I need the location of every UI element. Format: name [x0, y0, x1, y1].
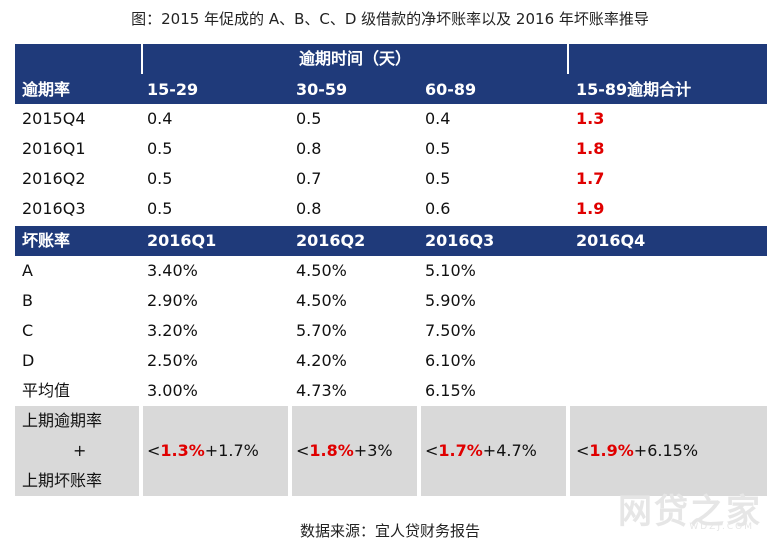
badrate-col-header: 2016Q1 [147, 231, 217, 250]
footer-label: 上期坏账率 [22, 471, 103, 490]
badrate-header-band [15, 226, 767, 256]
table-cell: 0.5 [147, 139, 173, 158]
row-label: 2016Q2 [22, 169, 86, 188]
table-cell: 0.5 [296, 109, 322, 128]
overdue-col-header: 60-89 [425, 80, 477, 99]
badrate-col-header: 坏账率 [22, 231, 71, 250]
figure-title: 图：2015 年促成的 A、B、C、D 级借款的净坏账率以及 2016 年坏账率… [131, 10, 649, 28]
total-cell: 1.9 [576, 199, 605, 218]
footer-cell [421, 406, 566, 496]
watermark-logo: 网贷之家 [618, 492, 762, 532]
overdue-col-header: 15-29 [147, 80, 199, 99]
footer-cell [570, 406, 767, 496]
table-cell: 0.6 [425, 199, 451, 218]
table-cell: 7.50% [425, 321, 476, 340]
row-label: 2016Q3 [22, 199, 86, 218]
table-cell: 5.70% [296, 321, 347, 340]
table-cell: 4.50% [296, 291, 347, 310]
table-cell: 0.8 [296, 139, 322, 158]
lt-sign: < [296, 441, 310, 460]
footer-formula: <1.9%+6.15% [576, 441, 698, 461]
footer-formula: <1.7%+4.7% [425, 441, 537, 461]
table-cell: 0.5 [425, 139, 451, 158]
lt-sign: < [425, 441, 439, 460]
table-cell: 5.10% [425, 261, 476, 280]
overdue-col-header: 30-59 [296, 80, 348, 99]
table-cell: 0.5 [425, 169, 451, 188]
row-label: B [22, 291, 33, 310]
footer-label: 上期逾期率 [22, 411, 103, 430]
table-cell: 3.20% [147, 321, 198, 340]
total-cell: 1.7 [576, 169, 605, 188]
table-cell: 0.5 [147, 169, 173, 188]
formula-rest: +1.7% [204, 441, 259, 460]
formula-highlight: 1.7% [438, 441, 483, 460]
table-cell: 3.40% [147, 261, 198, 280]
table-cell: 6.15% [425, 381, 476, 400]
footer-cell [143, 406, 288, 496]
overdue-col-header: 15-89逾期合计 [576, 80, 692, 99]
table-cell: 3.00% [147, 381, 198, 400]
row-label: D [22, 351, 35, 370]
row-label: 2015Q4 [22, 109, 86, 128]
source-note: 数据来源：宜人贷财务报告 [299, 522, 480, 540]
formula-highlight: 1.8% [309, 441, 354, 460]
lt-sign: < [576, 441, 590, 460]
total-cell: 1.8 [576, 139, 605, 158]
row-label: 2016Q1 [22, 139, 86, 158]
table-cell: 0.4 [147, 109, 173, 128]
row-label: 平均值 [22, 381, 71, 400]
badrate-col-header: 2016Q2 [296, 231, 366, 250]
formula-rest: +4.7% [482, 441, 537, 460]
table-cell: 0.8 [296, 199, 322, 218]
footer-formula: <1.8%+3% [296, 441, 393, 461]
footer-cell [15, 406, 139, 496]
table-cell: 6.10% [425, 351, 476, 370]
table-cell: 2.50% [147, 351, 198, 370]
header-divider [141, 44, 143, 74]
table-cell: 0.7 [296, 169, 322, 188]
footer-formula: <1.3%+1.7% [147, 441, 259, 461]
formula-rest: +3% [353, 441, 393, 460]
overdue-header-band [15, 44, 767, 104]
overdue-col-header: 逾期率 [22, 80, 71, 99]
total-cell: 1.3 [576, 109, 605, 128]
table-cell: 4.20% [296, 351, 347, 370]
table-cell: 0.5 [147, 199, 173, 218]
formula-highlight: 1.9% [589, 441, 634, 460]
footer-label: + [73, 441, 87, 460]
lt-sign: < [147, 441, 161, 460]
row-label: C [22, 321, 34, 340]
row-label: A [22, 261, 33, 280]
watermark-url: WDZJ.COM [689, 522, 754, 532]
header-divider [567, 44, 569, 74]
formula-rest: +6.15% [633, 441, 699, 460]
table-cell: 0.4 [425, 109, 451, 128]
table-cell: 4.73% [296, 381, 347, 400]
footer-cell [292, 406, 417, 496]
table-cell: 5.90% [425, 291, 476, 310]
badrate-col-header: 2016Q3 [425, 231, 495, 250]
table-cell: 2.90% [147, 291, 198, 310]
formula-highlight: 1.3% [160, 441, 205, 460]
badrate-col-header: 2016Q4 [576, 231, 646, 250]
table-cell: 4.50% [296, 261, 347, 280]
group-header: 逾期时间（天） [298, 49, 411, 68]
